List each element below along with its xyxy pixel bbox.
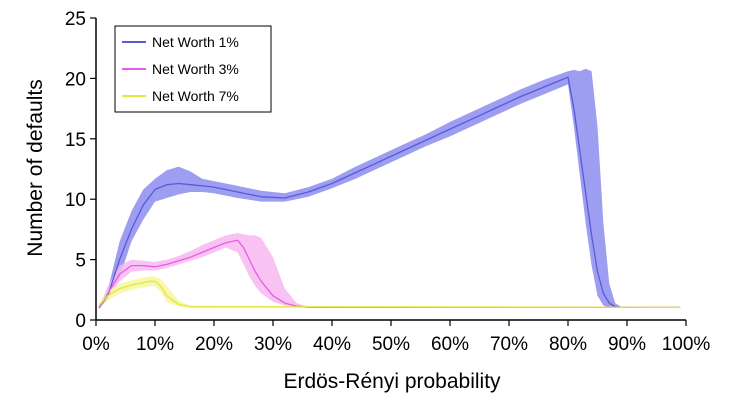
x-tick-label: 90%: [608, 334, 646, 355]
line-series-2: [98, 239, 681, 309]
legend-label-series-2: Net Worth 3%: [152, 61, 239, 77]
band-series-1: [99, 68, 681, 310]
x-tick-label: 30%: [254, 334, 292, 355]
legend-label-series-1: Net Worth 1%: [152, 34, 239, 50]
legend: Net Worth 1% Net Worth 3% Net Worth 7%: [114, 25, 272, 113]
legend-label-series-3: Net Worth 7%: [152, 88, 239, 104]
y-tick-label: 25: [65, 9, 86, 30]
band-series-3: [99, 276, 681, 308]
y-tick-label: 15: [65, 130, 86, 151]
x-tick-label: 70%: [490, 334, 528, 355]
axes: [90, 17, 687, 326]
band-series-2: [99, 233, 681, 310]
series-lines: [98, 76, 681, 309]
line-series-1: [98, 76, 681, 309]
x-tick-label: 60%: [431, 334, 469, 355]
y-tick-label: 5: [75, 251, 86, 272]
x-tick-label: 10%: [136, 334, 174, 355]
x-tick-label: 40%: [313, 334, 351, 355]
tick-labels: 0 5 10 15 20 25 0% 10% 20% 30% 40% 50% 60% 70% 80% 90% 1…: [65, 9, 711, 355]
line-series-3: [98, 280, 681, 308]
x-tick-label: 0%: [82, 334, 110, 355]
x-tick-label: 100%: [662, 334, 711, 355]
y-axis-title: Number of defaults: [24, 79, 47, 256]
x-axis-title: Erdös-Rényi probability: [283, 370, 501, 393]
y-tick-label: 20: [65, 69, 86, 90]
x-tick-label: 80%: [549, 334, 587, 355]
confidence-bands: [99, 68, 681, 310]
x-tick-label: 20%: [195, 334, 233, 355]
x-tick-label: 50%: [372, 334, 410, 355]
y-tick-label: 10: [65, 190, 86, 211]
y-tick-label: 0: [75, 311, 86, 332]
